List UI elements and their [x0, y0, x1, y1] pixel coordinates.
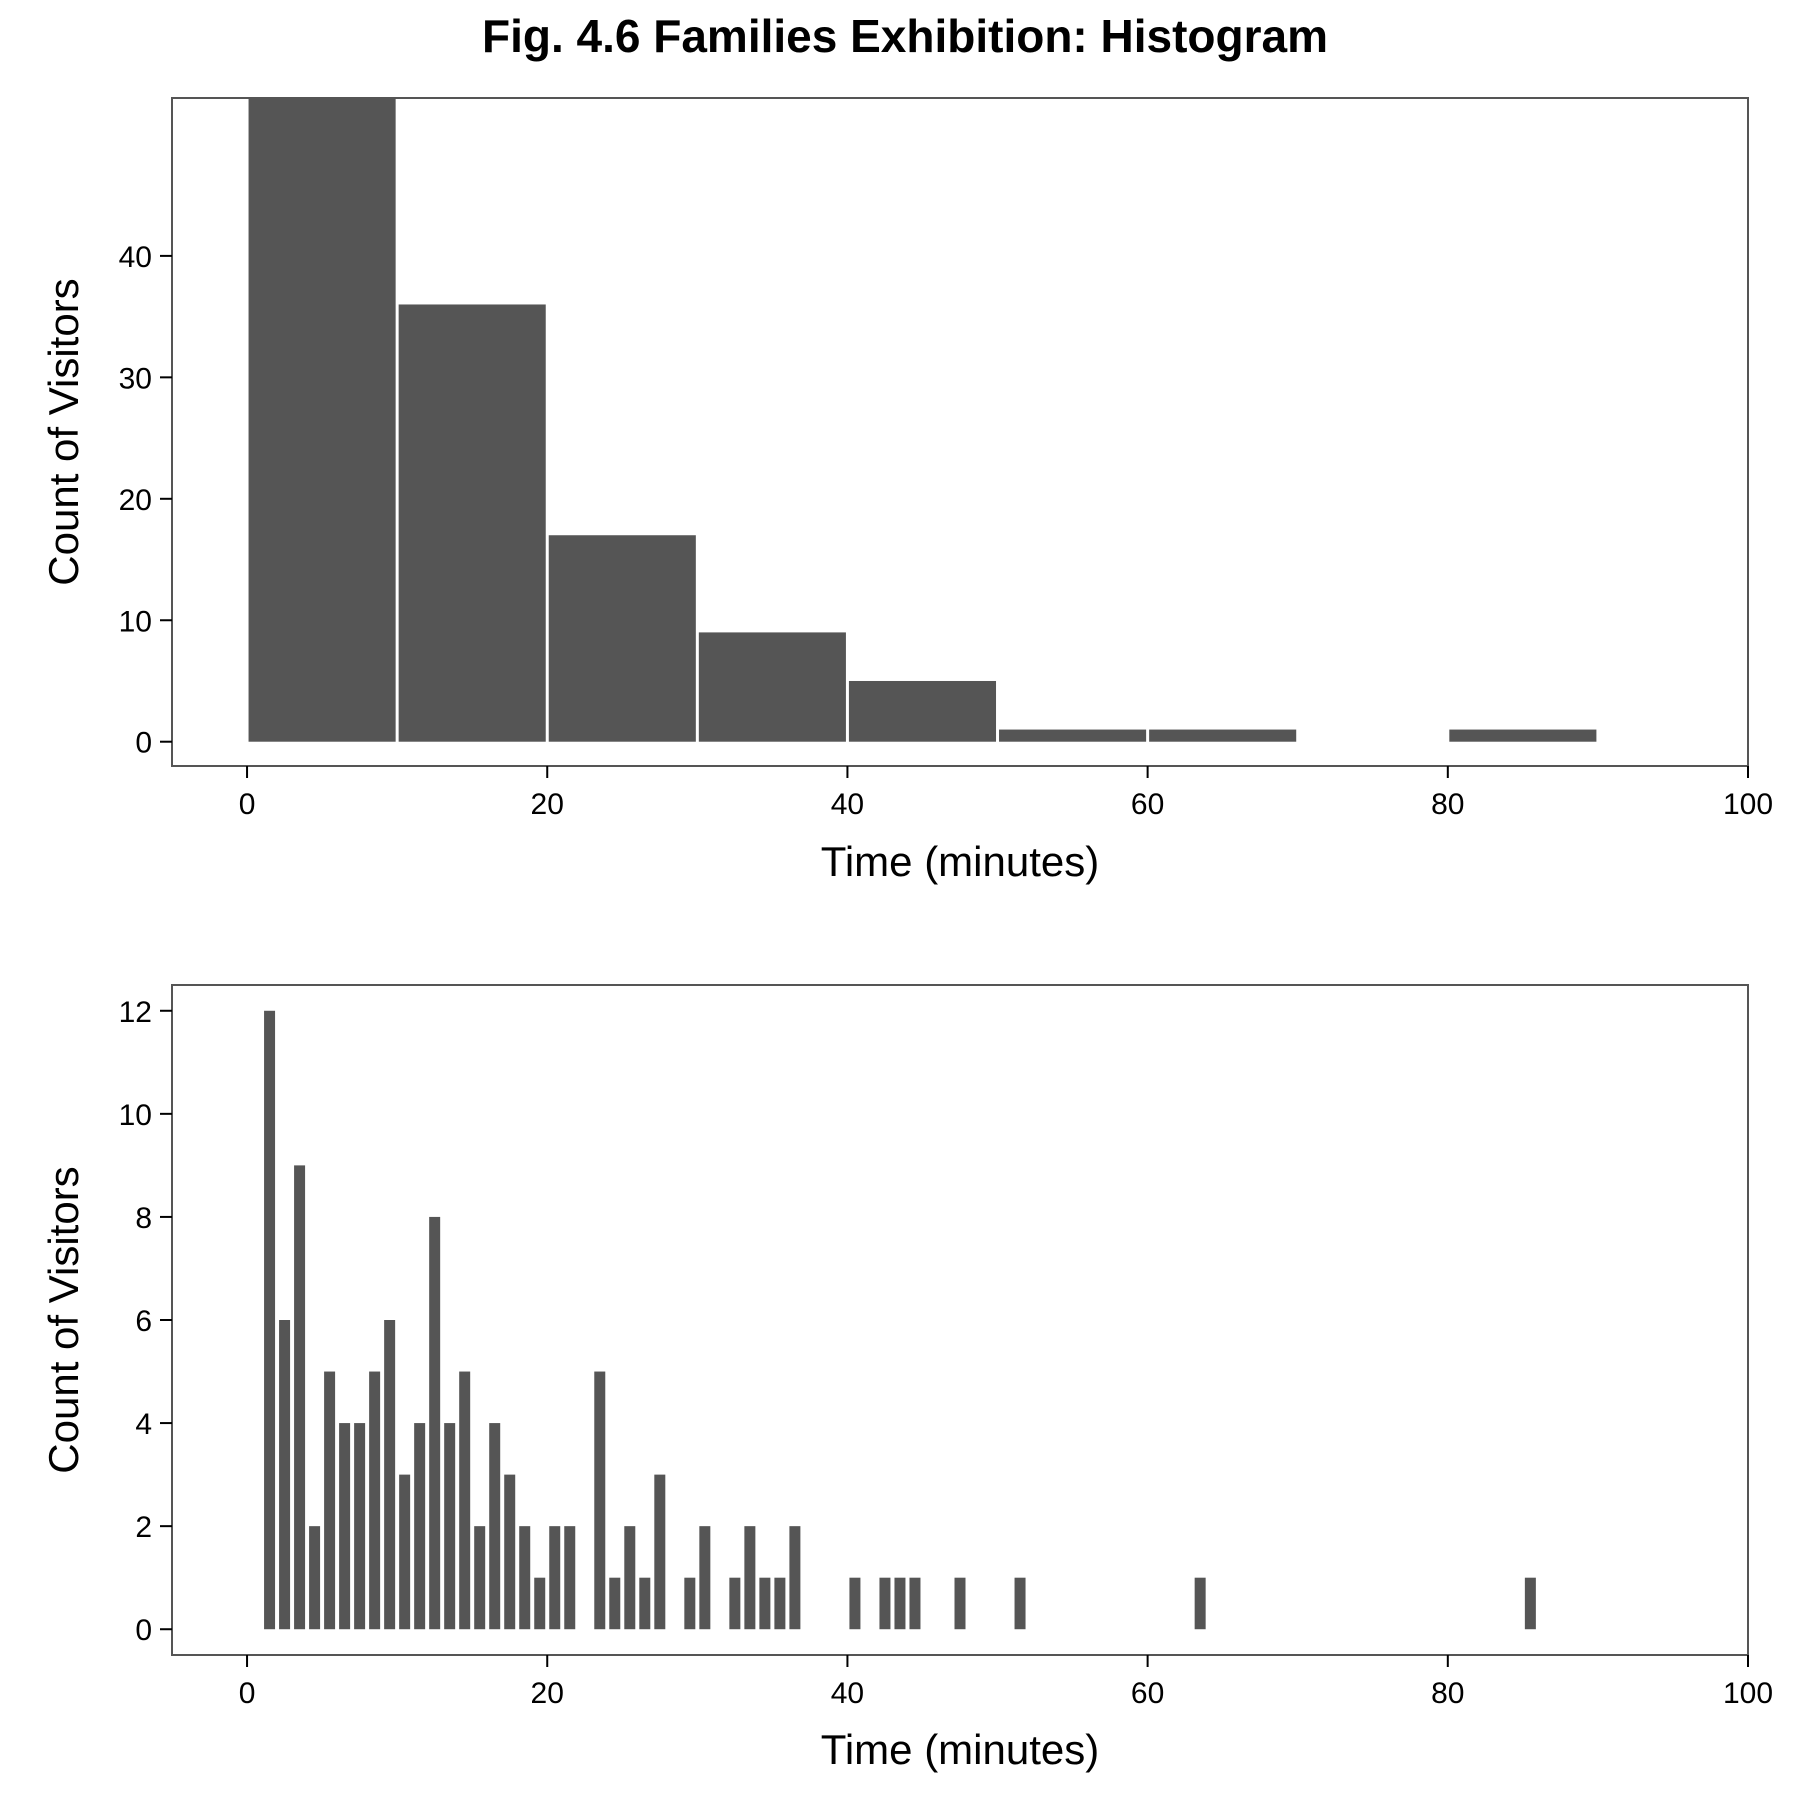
- bar-17: [504, 1474, 516, 1630]
- bar-19: [534, 1577, 546, 1630]
- bar-13: [444, 1423, 456, 1630]
- y-tick-label-4: 4: [135, 1408, 152, 1441]
- bar-40: [849, 1577, 861, 1630]
- figure-title: Fig. 4.6 Families Exhibition: Histogram: [482, 10, 1328, 62]
- bar-21: [564, 1526, 576, 1630]
- bars-bottom: [264, 1010, 1536, 1630]
- bar-10: [399, 1474, 411, 1630]
- x-axis-top: 0 20 40 60 80 100: [239, 766, 1773, 821]
- bar-20-30: [548, 535, 696, 742]
- x-tick-label-80: 80: [1431, 1677, 1464, 1710]
- y-tick-label-2: 2: [135, 1511, 152, 1544]
- x-tick-label-60: 60: [1131, 788, 1164, 821]
- bar-29: [684, 1577, 696, 1630]
- bar-6: [339, 1423, 351, 1630]
- bar-4: [309, 1526, 321, 1630]
- y-tick-label-0: 0: [135, 727, 152, 760]
- bar-24: [609, 1577, 621, 1630]
- y-tick-label-6: 6: [135, 1305, 152, 1338]
- x-tick-label-80: 80: [1431, 788, 1464, 821]
- bar-2: [279, 1320, 291, 1630]
- bar-23: [594, 1371, 606, 1630]
- y-axis-label-top: Count of Visitors: [40, 278, 87, 585]
- histogram-panel-bottom: 0 20 40 60 80 100 0 2 4 6 8 10 12 Time (minutes) Co…: [40, 984, 1773, 1773]
- bar-32: [729, 1577, 741, 1630]
- bar-47: [954, 1577, 966, 1630]
- x-tick-label-100: 100: [1723, 1677, 1773, 1710]
- bar-50-60: [999, 729, 1147, 742]
- y-tick-label-30: 30: [119, 362, 152, 395]
- bar-1: [264, 1010, 276, 1630]
- bar-30: [699, 1526, 711, 1630]
- bar-12: [429, 1216, 441, 1630]
- x-tick-label-40: 40: [831, 788, 864, 821]
- y-tick-label-8: 8: [135, 1202, 152, 1235]
- bar-3: [294, 1165, 306, 1630]
- bar-7: [354, 1423, 366, 1630]
- bar-34: [759, 1577, 771, 1630]
- x-axis-label-bottom: Time (minutes): [821, 1726, 1099, 1773]
- bar-43: [894, 1577, 906, 1630]
- bar-20: [549, 1526, 561, 1630]
- y-tick-label-12: 12: [119, 996, 152, 1029]
- bar-9: [384, 1320, 396, 1630]
- bar-42: [879, 1577, 891, 1630]
- bar-40-50: [848, 680, 997, 742]
- y-tick-label-40: 40: [119, 241, 152, 274]
- bar-10-20: [398, 304, 546, 742]
- bar-15: [474, 1526, 486, 1630]
- x-tick-label-0: 0: [239, 1677, 256, 1710]
- bar-80-90: [1449, 729, 1597, 742]
- histogram-panel-top: 0 20 40 60 80 100 0 10 20 30 40 Time (minutes) Co…: [40, 97, 1773, 885]
- bar-35: [774, 1577, 786, 1630]
- bar-36: [789, 1526, 801, 1630]
- y-axis-label-bottom: Count of Visitors: [40, 1166, 87, 1473]
- bar-8: [369, 1371, 381, 1630]
- bar-33: [744, 1526, 756, 1630]
- bar-26: [639, 1577, 651, 1630]
- x-axis-label-top: Time (minutes): [821, 838, 1099, 885]
- bar-16: [489, 1423, 501, 1630]
- x-tick-label-20: 20: [531, 1677, 564, 1710]
- bars-top: [248, 98, 1597, 742]
- bar-51: [1014, 1577, 1026, 1630]
- x-tick-label-20: 20: [531, 788, 564, 821]
- y-tick-label-10: 10: [119, 1099, 152, 1132]
- x-axis-bottom: 0 20 40 60 80 100: [239, 1655, 1773, 1710]
- bar-0-10: [248, 98, 396, 742]
- bar-14: [459, 1371, 471, 1630]
- bar-27: [654, 1474, 666, 1630]
- y-axis-top: 0 10 20 30 40: [119, 241, 172, 760]
- y-tick-label-20: 20: [119, 484, 152, 517]
- bar-5: [324, 1371, 336, 1630]
- x-tick-label-0: 0: [239, 788, 256, 821]
- y-tick-label-0: 0: [135, 1614, 152, 1647]
- x-tick-label-100: 100: [1723, 788, 1773, 821]
- x-tick-label-60: 60: [1131, 1677, 1164, 1710]
- bar-60-70: [1149, 729, 1297, 742]
- bar-25: [624, 1526, 636, 1630]
- bar-18: [519, 1526, 531, 1630]
- bar-63: [1194, 1577, 1206, 1630]
- bar-85: [1524, 1577, 1536, 1630]
- bar-30-40: [698, 632, 846, 742]
- bar-11: [414, 1423, 426, 1630]
- y-axis-bottom: 0 2 4 6 8 10 12: [119, 996, 172, 1647]
- y-tick-label-10: 10: [119, 605, 152, 638]
- bar-44: [909, 1577, 921, 1630]
- x-tick-label-40: 40: [831, 1677, 864, 1710]
